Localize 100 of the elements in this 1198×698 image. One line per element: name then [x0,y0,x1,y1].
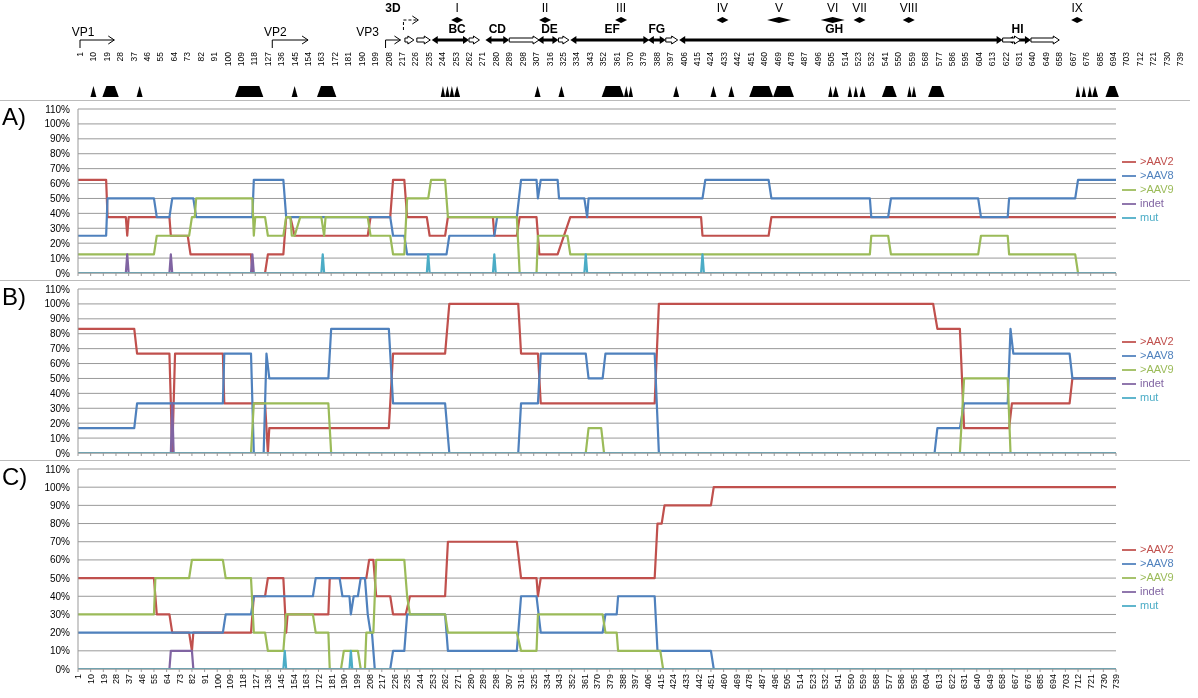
text: EF [604,22,620,36]
x-tick-label: 595 [908,674,919,690]
x2-tick-label: 289 [504,51,515,67]
x-tick-label: 631 [959,674,970,690]
x-tick-label: 352 [567,674,578,690]
x2-tick-label: 307 [531,51,542,67]
chart-title: C) [2,463,28,491]
x-tick-label: 613 [934,674,945,690]
y-tick-label: 80% [49,148,71,160]
x-tick-label: 217 [377,674,388,690]
x-tick-label: 190 [339,674,350,690]
x-tick-label: 379 [605,674,616,690]
x2-tick-label: 190 [356,51,367,67]
x2-tick-label: 739 [1175,51,1185,67]
x2-tick-label: 532 [866,51,877,67]
x-tick-label: 586 [896,674,907,690]
x-tick-label: 424 [668,674,679,690]
x2-tick-label: 235 [423,51,434,67]
x-tick-label: 343 [554,674,565,690]
x2-tick-label: 622 [1000,51,1011,67]
text: VI [827,1,839,15]
y-tick-label: 0% [55,267,71,279]
legend-label: >AAV8 [1140,348,1174,361]
x-tick-label: 478 [744,674,755,690]
x-tick-label: 505 [782,674,793,690]
x2-tick-label: 172 [329,51,340,67]
x2-tick-label: 667 [1067,51,1078,67]
x2-tick-label: 109 [235,51,246,67]
x2-tick-label: 649 [1040,51,1051,67]
y-tick-label: 80% [49,518,71,530]
x2-tick-label: 505 [826,51,837,67]
x-tick-label: 451 [706,674,717,690]
x2-tick-label: 496 [812,51,823,67]
x-tick-label: 694 [1048,674,1059,690]
x-tick-label: 712 [1073,674,1084,690]
x-tick-label: 91 [199,674,210,685]
y-tick-label: 20% [49,417,71,429]
text: IV [716,1,729,15]
x-tick-label: 19 [98,674,109,685]
x-tick-label: 667 [1010,674,1021,690]
y-tick-label: 60% [49,554,71,566]
x2-tick-label: 613 [987,51,998,67]
x2-tick-label: 298 [517,51,528,67]
x2-tick-label: 145 [289,51,300,67]
x2-tick-label: 640 [1027,51,1038,67]
x-tick-label: 1 [73,674,84,680]
x-tick-label: 361 [579,674,590,690]
x-tick-label: 577 [883,674,894,690]
x2-tick-label: 100 [222,51,233,67]
y-tick-label: 70% [49,163,71,175]
text: DE [541,22,558,36]
x2-tick-label: 64 [168,51,179,62]
x-tick-label: 235 [402,674,413,690]
x2-tick-label: 37 [128,51,139,62]
x2-tick-label: 424 [705,51,716,67]
x-tick-label: 370 [592,674,603,690]
x2-tick-label: 595 [960,51,971,67]
y-tick-label: 80% [49,328,71,340]
x2-tick-label: 397 [665,51,676,67]
y-tick-label: 90% [49,499,71,511]
x2-tick-label: 127 [262,51,273,67]
y-tick-label: 40% [49,590,71,602]
y-tick-label: 50% [49,572,71,584]
x-tick-label: 163 [301,674,312,690]
y-tick-label: 0% [55,447,71,459]
x2-tick-label: 82 [195,51,206,62]
text: BC [448,22,467,36]
x2-tick-label: 352 [598,51,609,67]
legend-label: indet [1140,585,1164,598]
x-tick-label: 73 [174,674,185,685]
x2-tick-label: 685 [1094,51,1105,67]
legend-label: >AAV9 [1140,570,1174,583]
x-tick-label: 730 [1098,674,1109,690]
x2-tick-label: 676 [1081,51,1092,67]
x-tick-label: 325 [529,674,540,690]
x2-tick-label: 550 [893,51,904,67]
y-tick-label: 60% [49,178,71,190]
x-tick-label: 532 [820,674,831,690]
x-tick-label: 307 [503,674,514,690]
x-tick-label: 100 [212,674,223,690]
x2-tick-label: 280 [490,51,501,67]
x2-tick-label: 523 [853,51,864,67]
x-tick-label: 406 [643,674,654,690]
y-tick-label: 60% [49,358,71,370]
text: HI [1011,22,1024,36]
x2-tick-label: 721 [1148,51,1159,67]
y-tick-label: 30% [49,609,71,620]
y-tick-label: 0% [55,663,71,675]
y-tick-label: 110% [45,463,71,475]
x-tick-label: 388 [617,674,628,690]
x-tick-label: 523 [807,674,818,690]
x-tick-label: 298 [491,674,502,690]
x-tick-label: 271 [453,674,464,690]
x2-tick-label: 514 [839,51,850,67]
x2-tick-label: 586 [946,51,957,67]
x-tick-label: 289 [478,674,489,690]
x-tick-label: 442 [693,674,704,690]
legend-label: indet [1140,197,1164,210]
x2-tick-label: 325 [557,51,568,67]
text: VP3 [356,25,380,39]
